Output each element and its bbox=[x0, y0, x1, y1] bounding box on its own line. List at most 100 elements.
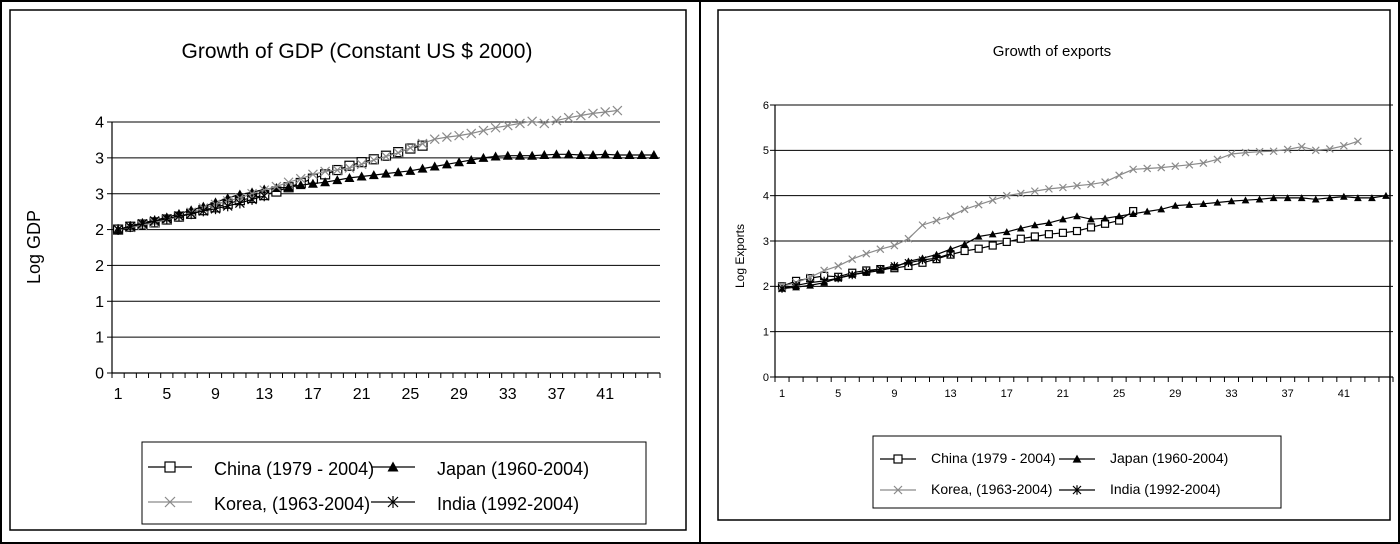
data-point-india bbox=[222, 200, 233, 212]
exports-chart-title: Growth of exports bbox=[993, 43, 1111, 60]
data-point-japan bbox=[295, 180, 306, 190]
exports-series-layer bbox=[777, 137, 1390, 293]
data-point-japan bbox=[356, 171, 367, 181]
x-tick-label: 21 bbox=[1057, 388, 1069, 400]
data-point-india bbox=[932, 254, 941, 263]
data-point-korea bbox=[1297, 142, 1306, 151]
legend-marker-japan bbox=[387, 461, 399, 472]
data-point-japan bbox=[551, 149, 562, 159]
data-point-japan bbox=[1382, 191, 1390, 199]
y-tick-label: 1 bbox=[95, 330, 104, 347]
legend-label-korea: Korea, (1963-2004) bbox=[214, 494, 370, 514]
legend-marker-korea bbox=[893, 485, 903, 495]
data-point-korea bbox=[1241, 148, 1250, 157]
x-tick-label: 13 bbox=[944, 388, 956, 400]
data-point-korea bbox=[848, 255, 857, 264]
y-tick-label: 3 bbox=[95, 150, 104, 167]
x-tick-label: 29 bbox=[1169, 388, 1181, 400]
data-point-japan bbox=[946, 245, 955, 253]
data-point-korea bbox=[527, 116, 538, 127]
y-tick-label: 1 bbox=[95, 294, 104, 311]
exports-y-axis-label: Log Exports bbox=[733, 224, 747, 288]
gdp-chart: Growth of GDP (Constant US $ 2000) Log G… bbox=[9, 9, 687, 531]
series-india bbox=[113, 190, 270, 235]
data-point-japan bbox=[636, 150, 647, 160]
data-point-japan bbox=[1087, 215, 1095, 223]
legend-label-korea: Korea, (1963-2004) bbox=[931, 481, 1052, 497]
data-point-korea bbox=[932, 216, 941, 225]
x-tick-label: 41 bbox=[596, 386, 614, 403]
data-point-korea bbox=[368, 155, 379, 165]
data-point-korea bbox=[515, 118, 525, 129]
legend-label-japan: Japan (1960-2004) bbox=[1110, 450, 1228, 466]
data-point-japan bbox=[515, 150, 525, 160]
data-point-japan bbox=[1255, 195, 1264, 203]
x-tick-label: 5 bbox=[162, 386, 171, 403]
data-point-korea bbox=[974, 200, 983, 209]
exports-gridlines bbox=[775, 104, 1393, 333]
data-point-japan bbox=[575, 150, 586, 160]
legend-marker-china bbox=[893, 454, 903, 464]
data-point-japan bbox=[344, 172, 355, 182]
data-point-japan bbox=[527, 150, 538, 160]
data-point-korea bbox=[904, 234, 913, 243]
data-point-india bbox=[806, 278, 815, 287]
data-point-japan bbox=[417, 163, 428, 173]
data-point-korea bbox=[1227, 150, 1236, 158]
data-point-korea bbox=[1143, 164, 1152, 173]
legend-marker-korea bbox=[164, 496, 176, 508]
data-point-korea bbox=[1016, 189, 1025, 198]
data-point-india bbox=[890, 261, 899, 271]
data-point-japan bbox=[1339, 192, 1348, 200]
data-point-india bbox=[778, 284, 786, 293]
data-point-japan bbox=[1115, 212, 1123, 220]
data-point-korea bbox=[381, 151, 391, 162]
data-point-korea bbox=[1325, 145, 1334, 153]
data-point-japan bbox=[1325, 194, 1334, 202]
series-line-japan bbox=[781, 195, 1387, 290]
x-tick-label: 33 bbox=[499, 386, 517, 403]
data-point-india bbox=[137, 218, 148, 230]
data-point-japan bbox=[1030, 221, 1039, 229]
data-point-japan bbox=[1101, 214, 1109, 222]
data-point-korea bbox=[918, 221, 927, 230]
data-point-korea bbox=[466, 128, 477, 139]
data-point-japan bbox=[441, 159, 452, 169]
data-point-japan bbox=[1129, 209, 1138, 217]
exports-chart-frame bbox=[717, 9, 1391, 521]
data-point-japan bbox=[429, 161, 440, 171]
data-point-korea bbox=[575, 110, 586, 121]
x-tick-label: 5 bbox=[835, 388, 841, 400]
data-point-china bbox=[1044, 230, 1053, 239]
data-point-japan bbox=[1143, 207, 1152, 215]
gdp-legend-box bbox=[141, 441, 647, 525]
data-point-japan bbox=[600, 149, 611, 159]
x-tick-label: 25 bbox=[1113, 388, 1125, 400]
data-point-korea bbox=[454, 130, 464, 141]
data-point-japan bbox=[1213, 198, 1222, 206]
data-point-korea bbox=[1087, 180, 1095, 189]
x-tick-label: 9 bbox=[211, 386, 220, 403]
data-point-japan bbox=[1059, 215, 1067, 223]
data-point-korea bbox=[988, 196, 997, 205]
data-point-japan bbox=[1199, 199, 1208, 207]
data-point-china bbox=[1030, 232, 1039, 241]
data-point-japan bbox=[563, 149, 574, 159]
data-point-korea bbox=[320, 166, 331, 177]
data-point-india bbox=[234, 197, 245, 209]
data-point-korea bbox=[588, 108, 598, 119]
y-tick-label: 2 bbox=[95, 222, 104, 239]
data-point-korea bbox=[429, 134, 440, 145]
data-point-korea bbox=[405, 142, 416, 153]
y-tick-label: 0 bbox=[763, 372, 769, 384]
x-tick-label: 1 bbox=[779, 388, 785, 400]
legend-label-japan: Japan (1960-2004) bbox=[437, 459, 589, 479]
legend-marker-india bbox=[387, 496, 399, 508]
data-point-korea bbox=[820, 266, 829, 275]
data-point-korea bbox=[946, 212, 955, 220]
x-tick-label: 17 bbox=[1001, 388, 1013, 400]
y-tick-label: 6 bbox=[763, 100, 769, 112]
data-point-korea bbox=[960, 205, 969, 214]
